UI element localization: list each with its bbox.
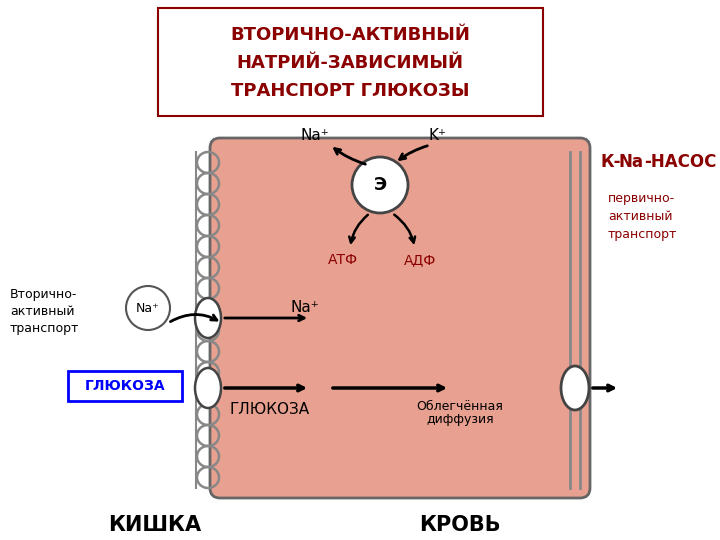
- Circle shape: [126, 286, 170, 330]
- Ellipse shape: [561, 366, 589, 410]
- Text: ГЛЮКОЗА: ГЛЮКОЗА: [230, 402, 310, 417]
- Text: K⁺: K⁺: [429, 129, 447, 144]
- Text: Na⁺: Na⁺: [136, 301, 160, 314]
- Text: диффузия: диффузия: [426, 414, 494, 427]
- Text: НАТРИЙ-ЗАВИСИМЫЙ: НАТРИЙ-ЗАВИСИМЫЙ: [236, 54, 464, 72]
- Text: АДФ: АДФ: [404, 253, 436, 267]
- Text: Вторично-
активный
транспорт: Вторично- активный транспорт: [10, 288, 79, 335]
- FancyBboxPatch shape: [210, 138, 590, 498]
- Text: КРОВЬ: КРОВЬ: [419, 515, 501, 535]
- Text: Na⁺: Na⁺: [301, 129, 329, 144]
- FancyBboxPatch shape: [68, 371, 182, 401]
- Text: -НАСОС: -НАСОС: [644, 153, 716, 171]
- Ellipse shape: [195, 298, 221, 338]
- Text: Э: Э: [374, 176, 387, 194]
- Text: ГЛЮКОЗА: ГЛЮКОЗА: [85, 379, 166, 393]
- Text: ВТОРИЧНО-АКТИВНЫЙ: ВТОРИЧНО-АКТИВНЫЙ: [230, 26, 470, 44]
- Text: Облегчённая: Облегчённая: [417, 400, 503, 413]
- Text: ТРАНСПОРТ ГЛЮКОЗЫ: ТРАНСПОРТ ГЛЮКОЗЫ: [230, 82, 469, 100]
- Text: первично-
активный
транспорт: первично- активный транспорт: [608, 192, 678, 241]
- Circle shape: [352, 157, 408, 213]
- Text: Na: Na: [618, 153, 643, 171]
- FancyBboxPatch shape: [158, 8, 543, 116]
- Text: К-: К-: [600, 153, 621, 171]
- Text: КИШКА: КИШКА: [109, 515, 202, 535]
- Ellipse shape: [195, 368, 221, 408]
- Text: Na⁺: Na⁺: [291, 300, 320, 315]
- Text: АТФ: АТФ: [328, 253, 358, 267]
